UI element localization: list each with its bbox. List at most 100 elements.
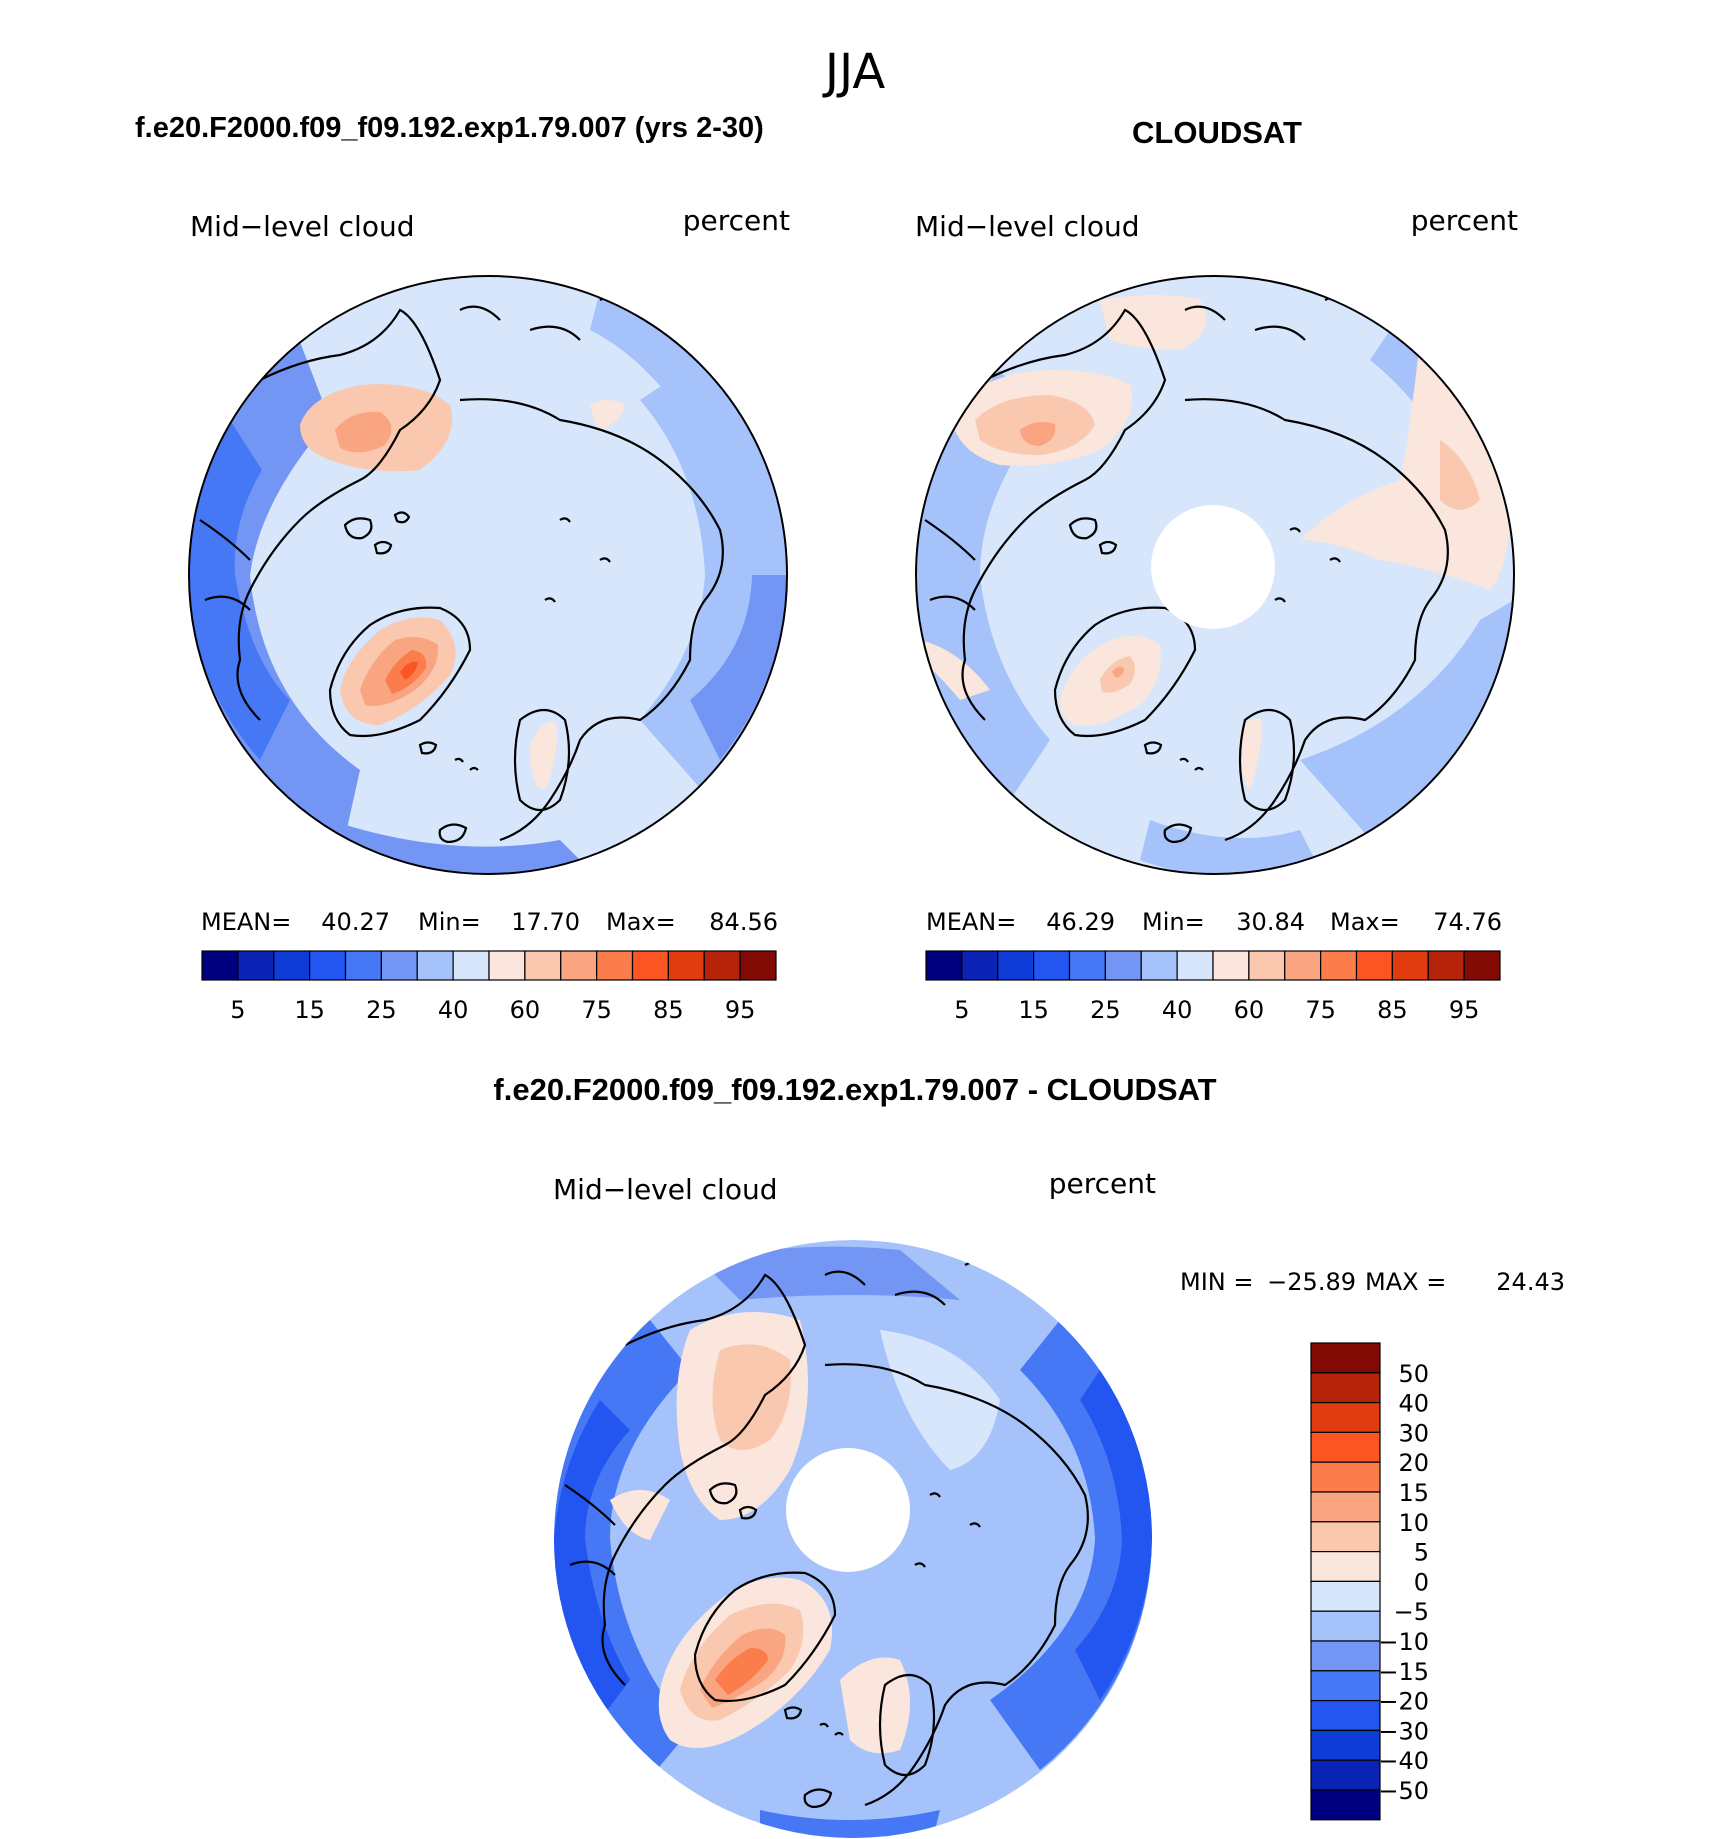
panel-diff-colorbar-tick-label: −50 xyxy=(1378,1777,1429,1805)
panel-model-max-label: Max= xyxy=(606,908,676,936)
panel-model: f.e20.F2000.f09_f09.192.exp1.79.007 (yrs… xyxy=(135,112,790,1024)
panel-model-title: f.e20.F2000.f09_f09.192.exp1.79.007 (yrs… xyxy=(135,112,764,144)
panel-diff-colorbar-box xyxy=(1310,1431,1381,1463)
panel-model-colorbar-ticks: 5 15 25 40 60 75 85 95 xyxy=(230,996,755,1024)
panel-obs-colorbar-box xyxy=(1140,950,1178,981)
panel-diff-colorbar-tick-label: −10 xyxy=(1378,1628,1429,1656)
panel-model-map-border xyxy=(188,275,788,875)
panel-model-colorbar-tick-label: 75 xyxy=(581,996,612,1024)
panel-obs-colorbar-box xyxy=(997,950,1035,981)
panel-model-colorbar-box xyxy=(667,950,705,981)
panel-obs-colorbar-box xyxy=(1068,950,1106,981)
panel-obs-min-label: Min= xyxy=(1142,908,1205,936)
panel-model-colorbar-box xyxy=(488,950,526,981)
panel-diff-variable-label: Mid−level cloud xyxy=(553,1173,777,1206)
panel-diff-colorbar-tick-label: 20 xyxy=(1398,1449,1429,1477)
panel-model-colorbar-tick-label: 40 xyxy=(438,996,469,1024)
panel-model-colorbar-box xyxy=(703,950,741,981)
panel-model-colorbar-box xyxy=(739,950,777,981)
panel-obs-colorbar-box xyxy=(1355,950,1393,981)
panel-diff-colorbar-box xyxy=(1310,1580,1381,1612)
panel-diff-missing-pole xyxy=(786,1448,910,1572)
panel-obs-colorbar-box xyxy=(1212,950,1250,981)
panel-obs-colorbar-box xyxy=(1284,950,1322,981)
panel-diff-units-label: percent xyxy=(1049,1167,1156,1200)
panel-obs-colorbar-tick-label: 85 xyxy=(1377,996,1408,1024)
panel-diff-colorbar-tick-label: −20 xyxy=(1378,1688,1429,1716)
panel-model-colorbar-tick-label: 95 xyxy=(725,996,756,1024)
panel-model-stats: MEAN= 40.27 Min= 17.70 Max= 84.56 xyxy=(201,908,778,936)
panel-diff-colorbar-tick-label: 30 xyxy=(1398,1419,1429,1447)
panel-diff-colorbar-box xyxy=(1310,1759,1381,1791)
panel-model-colorbar-box xyxy=(309,950,347,981)
panel-obs-colorbar-tick-label: 40 xyxy=(1162,996,1193,1024)
panel-diff-title: f.e20.F2000.f09_f09.192.exp1.79.007 - CL… xyxy=(493,1072,1216,1107)
panel-obs-colorbar-ticks: 5 15 25 40 60 75 85 95 xyxy=(954,996,1479,1024)
panel-model-colorbar-box xyxy=(237,950,275,981)
panel-obs-colorbar-box xyxy=(961,950,999,981)
panel-diff-colorbar-tick-label: 5 xyxy=(1414,1539,1429,1567)
panel-obs-colorbar-tick-label: 25 xyxy=(1090,996,1121,1024)
panel-model-variable-label: Mid−level cloud xyxy=(190,210,414,243)
panel-diff-max-label: MAX = xyxy=(1365,1268,1446,1296)
panel-model-colorbar-box xyxy=(524,950,562,981)
panel-model-min-label: Min= xyxy=(418,908,481,936)
panel-diff: f.e20.F2000.f09_f09.192.exp1.79.007 - CL… xyxy=(493,1072,1565,1838)
panel-obs-missing-pole xyxy=(1151,505,1275,629)
panel-obs-max-value: 74.76 xyxy=(1433,908,1502,936)
panel-model-colorbar-box xyxy=(416,950,454,981)
panel-diff-colorbar-tick-label: 0 xyxy=(1414,1568,1429,1596)
panel-diff-colorbar-box xyxy=(1310,1789,1381,1821)
panel-obs-units-label: percent xyxy=(1411,204,1518,237)
panel-model-colorbar-box xyxy=(631,950,669,981)
panel-diff-colorbar-box xyxy=(1310,1670,1381,1702)
panel-obs-colorbar-box xyxy=(1463,950,1501,981)
panel-obs-variable-label: Mid−level cloud xyxy=(915,210,1139,243)
panel-model-units-label: percent xyxy=(683,204,790,237)
panel-diff-colorbar-box xyxy=(1310,1401,1381,1433)
panel-diff-min-value: −25.89 xyxy=(1267,1268,1356,1296)
panel-diff-colorbar-box xyxy=(1310,1640,1381,1672)
panel-obs: CLOUDSAT Mid−level cloud percent xyxy=(915,115,1518,1024)
panel-diff-colorbar-tick-label: −30 xyxy=(1378,1717,1429,1745)
panel-model-mean-label: MEAN= xyxy=(201,908,291,936)
panel-model-colorbar-box xyxy=(452,950,490,981)
panel-model-contour-field xyxy=(189,276,787,874)
panel-diff-colorbar-box xyxy=(1310,1342,1381,1374)
panel-obs-colorbar-box xyxy=(1391,950,1429,981)
panel-obs-colorbar-tick-label: 95 xyxy=(1449,996,1480,1024)
panel-diff-colorbar-box xyxy=(1310,1372,1381,1404)
panel-obs-colorbar-box xyxy=(925,950,963,981)
panel-model-colorbar-box xyxy=(273,950,311,981)
panel-diff-colorbar-tick-label: 50 xyxy=(1398,1360,1429,1388)
panel-model-min-value: 17.70 xyxy=(511,908,580,936)
panel-obs-map-border xyxy=(915,275,1515,875)
panel-model-colorbar-box xyxy=(380,950,418,981)
panel-model-colorbar-tick-label: 85 xyxy=(653,996,684,1024)
panel-model-colorbar-box xyxy=(596,950,634,981)
panel-obs-title: CLOUDSAT xyxy=(1132,115,1302,150)
panel-diff-colorbar xyxy=(1310,1342,1381,1821)
panel-obs-mean-value: 46.29 xyxy=(1046,908,1115,936)
panel-obs-colorbar-tick-label: 60 xyxy=(1234,996,1265,1024)
panel-obs-colorbar-box xyxy=(1033,950,1071,981)
panel-model-colorbar-box xyxy=(560,950,598,981)
panel-obs-colorbar-tick-label: 75 xyxy=(1305,996,1336,1024)
panel-diff-colorbar-box xyxy=(1310,1729,1381,1761)
panel-model-mean-value: 40.27 xyxy=(321,908,390,936)
panel-model-colorbar-tick-label: 5 xyxy=(230,996,245,1024)
panel-diff-colorbar-tick-label: −5 xyxy=(1394,1598,1429,1626)
panel-obs-coastlines xyxy=(924,293,1449,844)
panel-obs-mean-label: MEAN= xyxy=(926,908,1016,936)
panel-diff-contour-field xyxy=(554,1240,1152,1838)
panel-model-colorbar-tick-label: 25 xyxy=(366,996,397,1024)
panel-model-max-value: 84.56 xyxy=(709,908,778,936)
panel-diff-colorbar-box xyxy=(1310,1521,1381,1553)
panel-obs-colorbar-box xyxy=(1320,950,1358,981)
panel-diff-colorbar-tick-label: −40 xyxy=(1378,1747,1429,1775)
panel-obs-colorbar-tick-label: 15 xyxy=(1018,996,1049,1024)
panel-obs-colorbar-box xyxy=(1104,950,1142,981)
panel-diff-colorbar-tick-label: 40 xyxy=(1398,1390,1429,1418)
panel-diff-colorbar-box xyxy=(1310,1699,1381,1731)
